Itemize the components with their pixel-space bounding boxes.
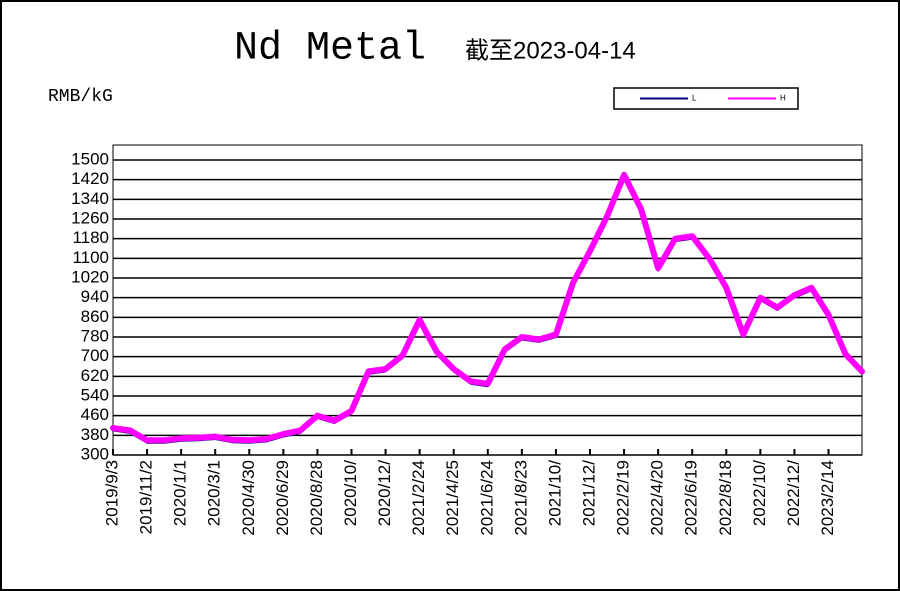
legend-box bbox=[613, 87, 799, 110]
x-tick-label: 2020/4/30 bbox=[239, 460, 258, 536]
y-tick-label: 1100 bbox=[72, 248, 109, 267]
x-tick-label: 2022/12/ bbox=[784, 460, 803, 526]
y-tick-label: 1260 bbox=[71, 208, 109, 227]
y-tick-label: 940 bbox=[81, 287, 109, 306]
x-tick-label: 2019/11/2 bbox=[137, 460, 156, 534]
y-tick-label: 860 bbox=[81, 307, 109, 326]
y-tick-label: 780 bbox=[81, 326, 109, 345]
chart-subtitle: 截至2023-04-14 bbox=[465, 37, 636, 64]
y-tick-label: 1180 bbox=[72, 228, 109, 247]
x-tick-label: 2022/8/18 bbox=[716, 460, 735, 536]
y-tick-label: 540 bbox=[81, 385, 109, 404]
x-tick-label: 2021/2/24 bbox=[409, 460, 428, 536]
chart-title: Nd Metal bbox=[234, 27, 426, 72]
x-tick-label: 2020/1/1 bbox=[171, 460, 190, 526]
y-tick-label: 380 bbox=[81, 425, 109, 444]
x-tick-label: 2021/10/ bbox=[545, 460, 564, 526]
x-tick-label: 2020/12/ bbox=[375, 460, 394, 526]
x-tick-label: 2020/10/ bbox=[341, 460, 360, 526]
x-tick-label: 2021/6/24 bbox=[477, 460, 496, 536]
x-tick-label: 2020/3/1 bbox=[205, 460, 224, 526]
x-tick-label: 2021/12/ bbox=[579, 460, 598, 526]
y-tick-label: 1340 bbox=[71, 189, 109, 208]
x-tick-label: 2019/9/3 bbox=[102, 460, 121, 526]
x-tick-label: 2022/6/19 bbox=[682, 460, 701, 536]
y-tick-label: 460 bbox=[81, 405, 109, 424]
y-tick-label: 300 bbox=[81, 444, 109, 463]
legend-label: H bbox=[780, 94, 786, 103]
y-tick-label: 1500 bbox=[71, 149, 109, 168]
x-tick-label: 2023/2/14 bbox=[818, 460, 837, 536]
y-tick-label: 700 bbox=[81, 346, 109, 365]
y-axis-label: RMB/kG bbox=[48, 87, 113, 107]
series-line bbox=[110, 171, 865, 444]
y-tick-label: 1420 bbox=[71, 169, 109, 188]
x-tick-label: 2021/4/25 bbox=[443, 460, 462, 536]
x-tick-label: 2022/10/ bbox=[750, 460, 769, 526]
plot-area bbox=[112, 144, 863, 456]
y-tick-label: 1020 bbox=[71, 267, 109, 286]
x-tick-label: 2022/2/19 bbox=[614, 460, 633, 536]
x-tick-label: 2020/8/28 bbox=[307, 460, 326, 536]
legend-label: L bbox=[692, 94, 697, 103]
x-tick-label: 2022/4/20 bbox=[648, 460, 667, 536]
y-tick-label: 620 bbox=[81, 366, 109, 385]
x-tick-label: 2021/8/23 bbox=[511, 460, 530, 536]
x-tick-label: 2020/6/29 bbox=[273, 460, 292, 536]
